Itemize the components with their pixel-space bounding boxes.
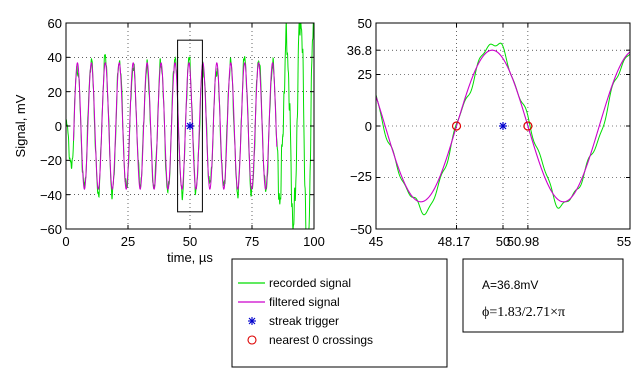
right-y-tick-3: 25 [358, 67, 372, 82]
y-axis-label: Signal, mV [13, 94, 28, 157]
right-y-tick-4: 36.8 [347, 43, 372, 58]
legend-trigger-label: streak trigger [269, 314, 339, 328]
left-x-tick-3: 75 [245, 234, 259, 249]
zoom-box [177, 39, 203, 213]
left-x-tick-1: 25 [121, 234, 135, 249]
right-plot-lines [375, 42, 631, 216]
right-plot: 45 48.17 50 50.98 55 −50 −25 0 25 36.8 5… [347, 16, 632, 249]
left-y-tick-4: 20 [48, 85, 62, 100]
legend-crossings-label: nearest 0 crossings [269, 333, 373, 347]
left-y-tick-5: 40 [48, 50, 62, 65]
left-y-tick-1: −40 [40, 188, 62, 203]
right-x-tick-3: 50.98 [507, 234, 540, 249]
legend-recorded-label: recorded signal [269, 276, 351, 290]
series-filtered-left [72, 62, 278, 190]
left-x-tick-4: 100 [303, 234, 325, 249]
right-x-tick-4: 55 [617, 234, 631, 249]
left-y-tick-2: −20 [40, 153, 62, 168]
info-box: A=36.8mV ϕ=1.83/2.71×π [462, 258, 624, 333]
right-plot-markers [451, 121, 533, 131]
right-y-tick-0: −50 [350, 222, 372, 237]
right-plot-frame-overlay [375, 22, 631, 230]
zero-crossing-marker-0 [451, 121, 462, 131]
right-y-tick-5: 50 [358, 16, 372, 31]
legend-crossings-swatch [247, 335, 257, 345]
left-plot: 0 25 50 75 100 −60 −40 −20 0 20 40 60 ti… [13, 16, 325, 265]
left-x-tick-2: 50 [183, 234, 197, 249]
series-recorded-right [375, 42, 631, 216]
x-axis-label: time, µs [167, 250, 213, 265]
left-plot-lines [65, 22, 314, 230]
right-x-tick-1: 48.17 [438, 234, 471, 249]
right-y-tick-1: −25 [350, 169, 372, 184]
left-trigger-marker [186, 122, 194, 130]
left-x-tick-0: 0 [62, 234, 69, 249]
left-plot-frame-overlay [65, 22, 315, 230]
phase-text: ϕ=1.83/2.71×π [482, 305, 565, 320]
legend-box [231, 258, 448, 368]
left-y-tick-0: −60 [40, 222, 62, 237]
trigger-marker-left [186, 122, 194, 130]
legend-filtered-label: filtered signal [269, 295, 340, 309]
right-x-tick-2: 50 [496, 234, 510, 249]
left-y-tick-3: 0 [55, 119, 62, 134]
legend-trigger-swatch [248, 317, 256, 325]
zero-crossing-marker-1 [523, 121, 533, 131]
trigger-marker-right [499, 122, 507, 130]
left-y-tick-6: 60 [48, 16, 62, 31]
series-filtered-right [375, 49, 631, 203]
legend: recorded signal filtered signal streak t… [231, 258, 448, 368]
right-y-tick-2: 0 [365, 119, 372, 134]
amplitude-text: A=36.8mV [482, 278, 538, 292]
info-box-frame [462, 258, 624, 333]
right-x-tick-0: 45 [369, 234, 383, 249]
